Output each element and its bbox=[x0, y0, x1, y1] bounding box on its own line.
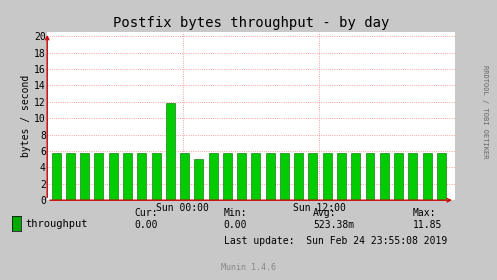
Bar bbox=[66, 153, 75, 200]
Bar bbox=[380, 153, 389, 200]
Text: Munin 1.4.6: Munin 1.4.6 bbox=[221, 263, 276, 272]
Bar bbox=[422, 153, 431, 200]
Bar bbox=[209, 153, 218, 200]
Bar bbox=[323, 153, 331, 200]
Bar bbox=[266, 153, 275, 200]
Bar bbox=[180, 153, 189, 200]
Bar bbox=[309, 153, 318, 200]
Text: 0.00: 0.00 bbox=[224, 220, 247, 230]
Text: RRDTOOL / TOBI OETIKER: RRDTOOL / TOBI OETIKER bbox=[482, 65, 488, 159]
Bar bbox=[251, 153, 260, 200]
Bar bbox=[166, 103, 175, 200]
Title: Postfix bytes throughput - by day: Postfix bytes throughput - by day bbox=[113, 16, 389, 30]
Text: 523.38m: 523.38m bbox=[313, 220, 354, 230]
Bar bbox=[237, 153, 246, 200]
Bar bbox=[337, 153, 346, 200]
Bar bbox=[80, 153, 89, 200]
Bar bbox=[351, 153, 360, 200]
Bar bbox=[280, 153, 289, 200]
Bar bbox=[94, 153, 103, 200]
Bar bbox=[52, 153, 61, 200]
Bar bbox=[152, 153, 161, 200]
Bar bbox=[194, 159, 203, 200]
Bar bbox=[123, 153, 132, 200]
Bar bbox=[394, 153, 403, 200]
Bar bbox=[109, 153, 118, 200]
Text: 11.85: 11.85 bbox=[413, 220, 442, 230]
Text: 0.00: 0.00 bbox=[134, 220, 158, 230]
Bar bbox=[137, 153, 146, 200]
Text: Last update:  Sun Feb 24 23:55:08 2019: Last update: Sun Feb 24 23:55:08 2019 bbox=[224, 236, 447, 246]
Text: Min:: Min: bbox=[224, 208, 247, 218]
Bar bbox=[294, 153, 303, 200]
Bar bbox=[223, 153, 232, 200]
Y-axis label: bytes / second: bytes / second bbox=[21, 75, 31, 157]
Bar bbox=[437, 153, 446, 200]
Text: throughput: throughput bbox=[26, 219, 88, 229]
Text: Avg:: Avg: bbox=[313, 208, 336, 218]
Text: Max:: Max: bbox=[413, 208, 436, 218]
Bar bbox=[409, 153, 417, 200]
Text: Cur:: Cur: bbox=[134, 208, 158, 218]
Bar bbox=[365, 153, 374, 200]
